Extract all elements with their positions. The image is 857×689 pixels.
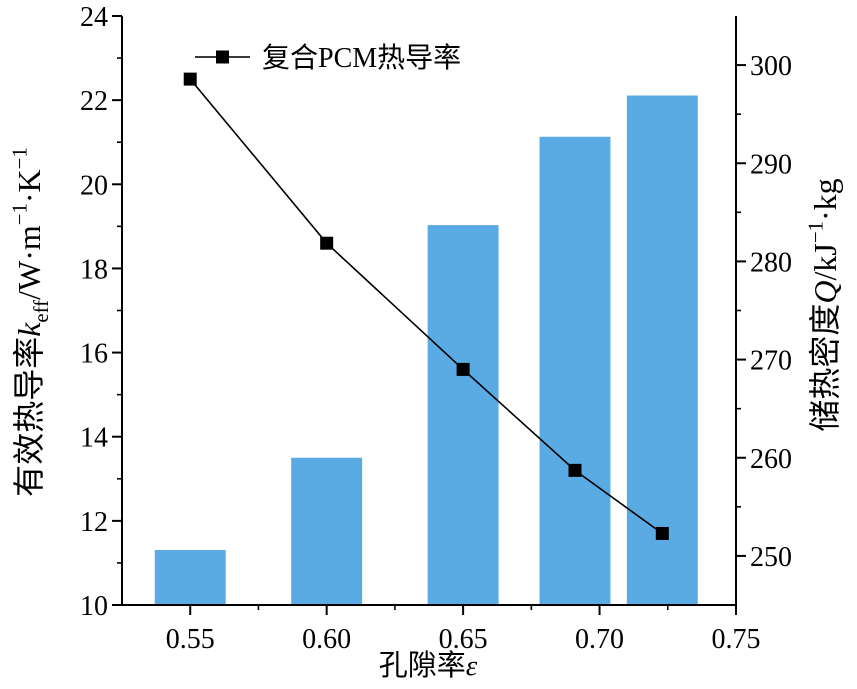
y-right-axis-title-part: 储热密度 (807, 304, 843, 432)
y-left-tick-label: 16 (80, 339, 108, 370)
bar (154, 550, 226, 605)
y-right-tick-label: 300 (750, 51, 792, 82)
line-series (183, 72, 669, 540)
y-left-tick-label: 20 (80, 170, 108, 201)
y-left-tick-label: 18 (80, 254, 108, 285)
y-left-axis-title-part: k (11, 322, 47, 337)
bar (626, 95, 698, 606)
y-left-tick-label: 14 (80, 423, 108, 454)
y-right-axis-title: 储热密度Q/kJ−1·kg (805, 178, 843, 431)
x-tick-label: 0.55 (166, 624, 215, 655)
x-axis-title-part: ε (466, 650, 478, 682)
bar (427, 225, 499, 605)
y-left-tick-label: 12 (80, 507, 108, 538)
y-left-axis-title-part: ·K (11, 169, 47, 203)
x-axis-title-part: 孔隙率 (379, 649, 466, 682)
y-right-tick-label: 280 (750, 247, 792, 278)
legend-label: 复合PCM热导率 (262, 42, 461, 74)
legend-square-marker (216, 50, 229, 64)
y-right-axis-title-part: ·kg (807, 178, 843, 221)
line-point (320, 236, 334, 250)
x-tick-label: 0.65 (439, 624, 488, 655)
y-right-axis-title-part: −1 (805, 221, 828, 243)
line-point (183, 72, 197, 86)
y-right-axis-title-part: Q (807, 281, 843, 304)
y-left-axis-title-part: eff (30, 300, 53, 323)
y-left-tick-label: 24 (80, 2, 108, 33)
bar (291, 457, 363, 605)
line-point (655, 526, 669, 540)
y-left-axis-title-part: −1 (9, 203, 32, 225)
y-left-axis-title-part: 有效热导率 (11, 337, 47, 497)
legend: 复合PCM热导率 (195, 42, 461, 74)
x-tick-label: 0.70 (575, 624, 624, 655)
y-right-tick-label: 260 (750, 444, 792, 475)
axes: 10 12 14 16 18 20 22 24 250 260 270 280 290 300 0.55 0.… (80, 2, 792, 655)
bar-series (154, 95, 698, 606)
y-right-tick-label: 270 (750, 346, 792, 377)
y-left-axis-title-part: −1 (9, 147, 32, 169)
y-left-tick-label: 22 (80, 86, 108, 117)
x-axis-title: 孔隙率ε (379, 649, 478, 682)
x-tick-label: 0.75 (712, 624, 761, 655)
x-tick-label: 0.60 (302, 624, 351, 655)
y-left-tick-label: 10 (80, 591, 108, 622)
y-left-axis-title: 有效热导率keff/W·m−1·K−1 (9, 147, 53, 497)
line-point (568, 463, 582, 477)
y-left-axis-title-part: /W·m (11, 225, 47, 300)
y-right-tick-label: 290 (750, 149, 792, 180)
y-right-tick-label: 250 (750, 542, 792, 573)
y-right-axis-title-part: /kJ (807, 243, 843, 280)
bar (539, 136, 611, 605)
line-point (456, 362, 470, 376)
